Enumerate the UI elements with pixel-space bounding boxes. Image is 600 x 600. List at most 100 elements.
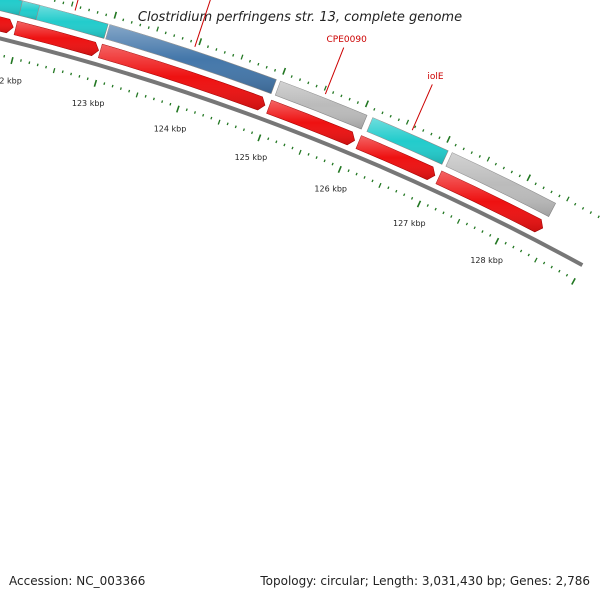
scale-tick bbox=[410, 196, 414, 200]
scale-tick bbox=[45, 65, 48, 69]
outer-tick bbox=[315, 84, 318, 88]
scale-tick bbox=[275, 140, 278, 144]
map-layer: 122 kbp 123 kbp 124 kbp 125 kbp 126 kbp 127 k… bbox=[0, 0, 600, 285]
track-shading bbox=[366, 117, 449, 165]
scale-tick bbox=[135, 92, 139, 98]
scale-tick bbox=[20, 59, 22, 62]
outer-tick bbox=[79, 6, 82, 9]
scale-tick bbox=[465, 222, 469, 226]
outer-tick bbox=[558, 194, 561, 198]
outer-tick bbox=[206, 45, 209, 49]
scale-tick bbox=[226, 122, 229, 126]
scale-tick bbox=[152, 97, 155, 101]
outer-tick bbox=[356, 101, 359, 104]
scale-tick bbox=[363, 176, 366, 179]
scale-tick bbox=[371, 179, 374, 183]
scale-tick bbox=[442, 211, 445, 215]
scale-tick bbox=[416, 200, 422, 208]
outer-tick bbox=[223, 51, 226, 54]
scale-tick bbox=[119, 87, 122, 90]
scale-tick bbox=[434, 207, 437, 211]
track-shading bbox=[0, 16, 14, 33]
outer-tick bbox=[438, 136, 441, 140]
scale-tick bbox=[331, 162, 334, 166]
outer-tick bbox=[589, 211, 593, 214]
scale-tick bbox=[210, 116, 213, 120]
outer-tick bbox=[446, 135, 451, 143]
scale-tick bbox=[512, 245, 515, 249]
track-shading bbox=[18, 0, 40, 20]
scale-tick bbox=[257, 134, 262, 142]
scale-tick bbox=[571, 277, 576, 285]
outer-tick bbox=[550, 190, 553, 194]
scale-tick bbox=[144, 94, 147, 98]
outer-tick bbox=[156, 26, 159, 32]
scale-tick bbox=[347, 169, 350, 173]
track-shading bbox=[14, 21, 99, 56]
scale-tick bbox=[193, 111, 196, 114]
scale-tick bbox=[242, 128, 245, 132]
scale-tick bbox=[169, 102, 172, 106]
outer-tick bbox=[430, 132, 433, 136]
outer-tick bbox=[240, 54, 244, 60]
gene-label-cpe0090: CPE0090 bbox=[327, 35, 368, 45]
outer-tick bbox=[96, 11, 99, 14]
outer-tick bbox=[298, 78, 302, 82]
outer-tick bbox=[190, 39, 193, 43]
outer-tick bbox=[139, 23, 142, 27]
scale-tick bbox=[504, 241, 507, 245]
outer-tick bbox=[181, 36, 184, 40]
scale-label: 127 kbp bbox=[393, 219, 426, 228]
outer-tick bbox=[105, 13, 108, 17]
outer-tick bbox=[397, 118, 400, 122]
genome-backbone bbox=[0, 36, 584, 267]
scale-tick bbox=[283, 143, 286, 147]
track-shading bbox=[105, 24, 277, 94]
scale-tick bbox=[3, 54, 6, 58]
scale-tick bbox=[395, 189, 398, 193]
outer-tick bbox=[113, 11, 118, 19]
outer-tick bbox=[290, 75, 293, 78]
outer-tick bbox=[502, 166, 505, 170]
scale-tick bbox=[103, 82, 106, 86]
outer-tick bbox=[88, 8, 91, 12]
gene-label-iole: iolE bbox=[427, 72, 444, 82]
scale-tick bbox=[489, 233, 492, 237]
scale-tick bbox=[36, 63, 39, 67]
scale-label: 124 kbp bbox=[154, 125, 187, 134]
outer-tick bbox=[348, 97, 351, 101]
scale-tick bbox=[315, 156, 318, 159]
label-leader bbox=[324, 47, 345, 95]
scale-tick bbox=[86, 77, 89, 81]
track-shading bbox=[266, 100, 355, 145]
genome-summary: Topology: circular; Length: 3,031,430 bp… bbox=[260, 574, 590, 588]
outer-tick bbox=[70, 1, 74, 7]
scale-label: 123 kbp bbox=[72, 99, 105, 108]
scale-tick bbox=[542, 261, 546, 265]
scale-tick bbox=[78, 75, 81, 78]
outer-tick bbox=[232, 53, 235, 57]
scale-tick bbox=[52, 68, 56, 74]
label-leader bbox=[194, 0, 211, 47]
outer-tick bbox=[62, 1, 65, 5]
scale-tick bbox=[323, 159, 326, 163]
outer-tick bbox=[478, 155, 481, 158]
track-shading bbox=[445, 152, 556, 217]
scale-tick bbox=[176, 105, 180, 113]
outer-tick bbox=[405, 119, 410, 125]
outer-tick bbox=[340, 94, 343, 98]
scale-tick bbox=[291, 146, 294, 150]
outer-tick bbox=[470, 151, 473, 155]
scale-tick bbox=[250, 131, 254, 135]
outer-tick bbox=[323, 85, 327, 91]
outer-tick bbox=[542, 186, 545, 190]
label-leader bbox=[411, 84, 433, 131]
track-shading bbox=[355, 135, 435, 180]
scale-tick bbox=[234, 125, 237, 129]
label-leader bbox=[74, 0, 79, 11]
outer-tick bbox=[273, 68, 277, 72]
outer-tick bbox=[122, 18, 125, 22]
outer-tick bbox=[257, 62, 260, 66]
scale-tick bbox=[527, 253, 530, 257]
